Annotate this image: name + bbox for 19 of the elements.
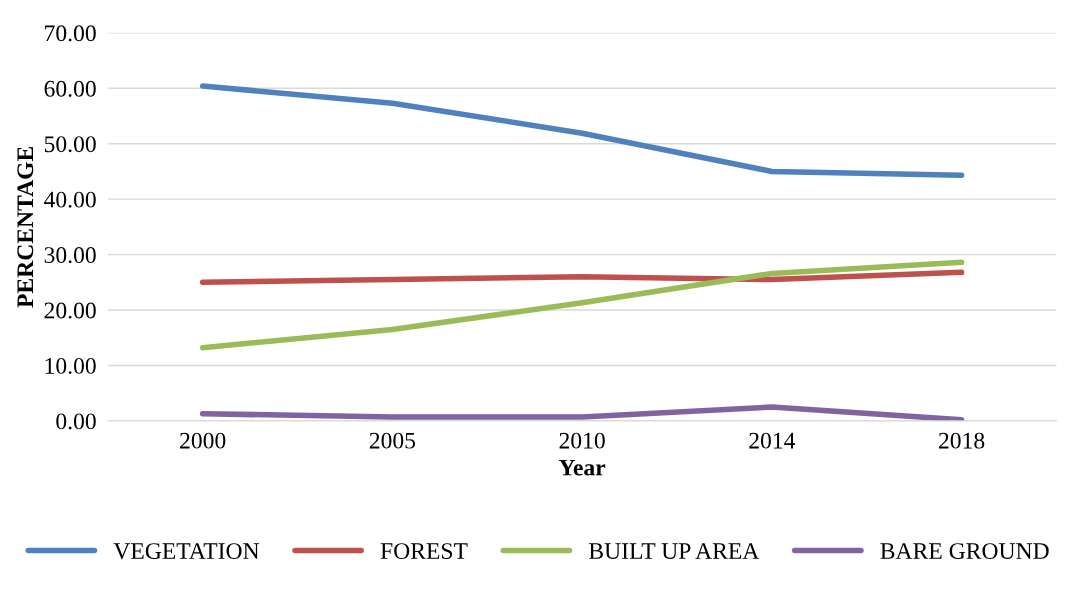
y-tick-label: 70.00: [45, 25, 96, 42]
legend-label: BARE GROUND: [880, 543, 1049, 560]
y-tick-label: 50.00: [44, 136, 96, 153]
legend-label: VEGETATION: [113, 543, 260, 560]
legend-label: FOREST: [380, 543, 468, 560]
x-axis-title: Year: [558, 459, 606, 476]
y-tick-label: 0.00: [56, 413, 96, 430]
y-tick-label: 10.00: [45, 357, 96, 374]
x-tick-label: 2010: [559, 432, 605, 449]
x-tick-label: 2000: [180, 432, 226, 449]
x-tick-label: 2018: [939, 432, 985, 449]
legend-label: BUILT UP AREA: [589, 543, 760, 560]
y-tick-label: 60.00: [44, 80, 96, 97]
x-tick-label: 2014: [749, 432, 796, 449]
y-tick-label: 40.00: [44, 191, 96, 208]
y-axis-title: PERCENTAGE: [17, 146, 34, 308]
y-tick-label: 30.00: [44, 247, 96, 264]
x-tick-label: 2005: [369, 432, 416, 449]
y-tick-label: 20.00: [44, 302, 96, 319]
